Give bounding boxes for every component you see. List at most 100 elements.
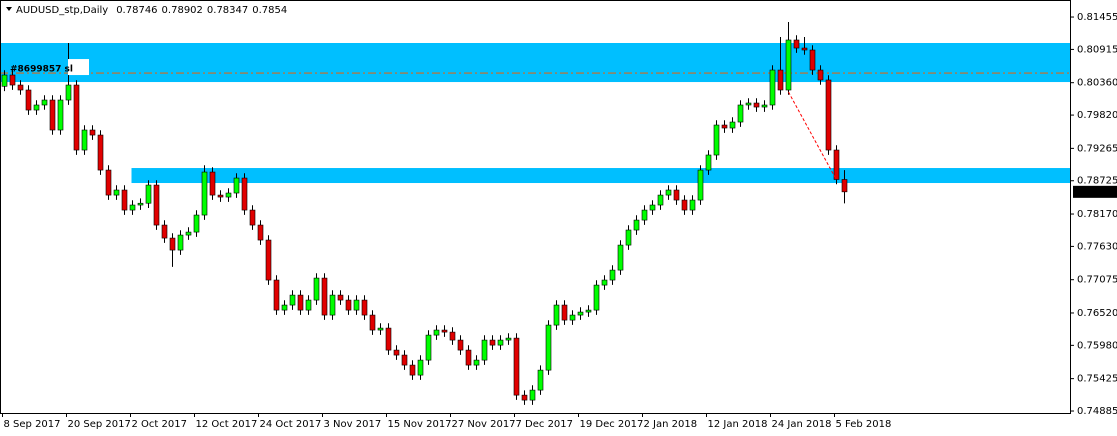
- y-tick-label: 0.79820: [1077, 110, 1117, 121]
- candle-body: [113, 189, 120, 196]
- candle-body: [337, 294, 344, 301]
- candle-body: [401, 354, 408, 366]
- candle-body: [137, 202, 144, 206]
- x-tick-label: 12 Jan 2018: [708, 419, 768, 430]
- candle-body: [585, 309, 592, 313]
- candle-body: [121, 189, 128, 211]
- candle-body: [513, 337, 520, 396]
- candle-body: [329, 294, 336, 316]
- candle-body: [729, 121, 736, 129]
- price-label-box: [1073, 185, 1117, 198]
- candle-body: [497, 339, 504, 346]
- candle-body: [697, 169, 704, 201]
- y-tick-label: 0.75980: [1077, 340, 1117, 351]
- candle-body: [41, 99, 48, 106]
- candle-body: [33, 104, 40, 111]
- menu-arrow: [6, 7, 12, 11]
- candle-body: [393, 349, 400, 356]
- candle-body: [57, 99, 64, 131]
- candle-body: [673, 189, 680, 201]
- candle-body: [81, 129, 88, 151]
- candle-body: [737, 104, 744, 123]
- candle-body: [241, 177, 248, 211]
- candle-body: [25, 89, 32, 111]
- y-tick-label: 0.80915: [1077, 44, 1117, 55]
- candle-body: [553, 304, 560, 326]
- candle-body: [841, 179, 848, 193]
- candle-body: [473, 359, 480, 366]
- candle-body: [353, 299, 360, 311]
- candle-body: [825, 79, 832, 151]
- x-tick-label: 7 Dec 2017: [516, 419, 574, 430]
- candle-body: [105, 169, 112, 196]
- candle-body: [369, 314, 376, 331]
- candle-body: [417, 359, 424, 376]
- candle-body: [689, 199, 696, 211]
- y-tick-label: 0.75425: [1077, 374, 1117, 385]
- candle-body: [377, 327, 384, 331]
- candle-body: [801, 47, 808, 51]
- candle-body: [433, 329, 440, 336]
- order-label: #8699857 sl: [10, 65, 73, 75]
- candle-body: [273, 279, 280, 311]
- candle-body: [681, 199, 688, 211]
- x-tick-label: 27 Nov 2017: [452, 419, 516, 430]
- y-tick-label: 0.78170: [1077, 209, 1117, 220]
- x-tick-label: 24 Oct 2017: [260, 419, 322, 430]
- x-tick-label: 8 Sep 2017: [4, 419, 61, 430]
- candle-body: [745, 102, 752, 106]
- y-tick-label: 0.77075: [1077, 275, 1117, 286]
- candle-body: [217, 194, 224, 198]
- candle-body: [209, 171, 216, 196]
- y-tick-label: 0.76520: [1077, 308, 1117, 319]
- x-tick-label: 24 Jan 2018: [772, 419, 832, 430]
- candle-body: [161, 224, 168, 239]
- candle-body: [537, 369, 544, 391]
- candle-body: [361, 299, 368, 316]
- candle-body: [177, 234, 184, 251]
- candle-body: [441, 329, 448, 333]
- candle-body: [129, 204, 136, 211]
- x-tick-label: 5 Feb 2018: [836, 419, 892, 430]
- candle-body: [73, 84, 80, 151]
- plot-frame: [0, 0, 1071, 414]
- x-tick-label: 12 Oct 2017: [196, 419, 258, 430]
- candle-body: [345, 299, 352, 311]
- candle-body: [169, 237, 176, 251]
- y-tick-label: 0.74885: [1077, 406, 1117, 417]
- price-label: 0.7854: [1077, 187, 1112, 198]
- candle-body: [761, 104, 768, 108]
- candle-body: [489, 339, 496, 346]
- x-tick-label: 20 Sep 2017: [68, 419, 131, 430]
- zone: [0, 42, 1070, 83]
- candle-body: [809, 49, 816, 71]
- y-tick-label: 0.78725: [1077, 176, 1117, 187]
- candle-body: [305, 299, 312, 311]
- x-tick-label: 15 Nov 2017: [388, 419, 452, 430]
- zone: [131, 168, 1070, 184]
- candle-body: [601, 279, 608, 286]
- candle-body: [625, 229, 632, 246]
- candle-body: [457, 339, 464, 351]
- x-tick-label: 2 Jan 2018: [644, 419, 698, 430]
- candle-body: [633, 219, 640, 231]
- candle-body: [313, 277, 320, 301]
- candle-body: [225, 192, 232, 198]
- candle-body: [521, 394, 528, 401]
- candle-body: [97, 134, 104, 171]
- x-tick-label: 3 Nov 2017: [324, 419, 382, 430]
- candle-body: [657, 194, 664, 206]
- candle-body: [49, 99, 56, 131]
- plot-area: [0, 22, 1070, 405]
- candle-body: [569, 314, 576, 321]
- candle-body: [713, 124, 720, 156]
- trendline: [788, 91, 837, 181]
- candle-body: [281, 304, 288, 311]
- candle-body: [793, 39, 800, 49]
- candle-body: [449, 331, 456, 341]
- x-tick-label: 2 Oct 2017: [132, 419, 187, 430]
- candle-body: [1, 74, 8, 87]
- candle-body: [545, 324, 552, 371]
- candle-body: [753, 102, 760, 108]
